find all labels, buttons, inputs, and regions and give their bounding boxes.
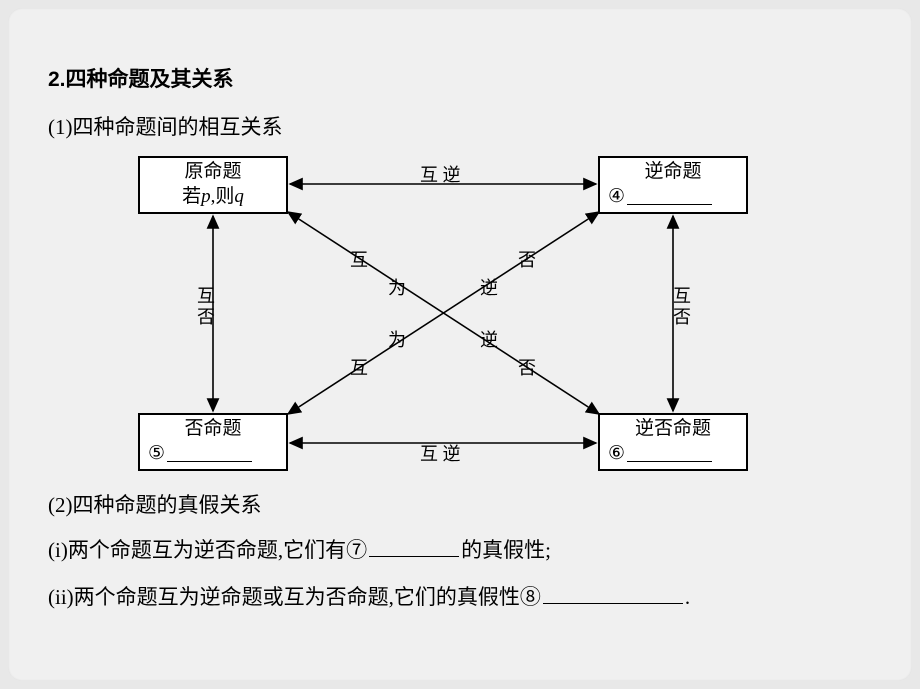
node-contrapositive: 逆否命题 ⑥ [598,413,748,471]
diag1-label-c: 逆 [478,326,500,352]
diag1-label-a: 互 [348,246,370,272]
edge-label-right: 互否 [666,286,696,328]
node-converse: 逆命题 ④ [598,156,748,214]
statement-i: (i)两个命题互为逆否命题,它们有⑦的真假性; [48,534,872,568]
node-inverse: 否命题 ⑤ [138,413,288,471]
diag1-label-d: 否 [516,354,538,380]
blank-5 [167,446,252,462]
blank-8 [543,584,683,604]
subsection-2-heading: (2)四种命题的真假关系 [48,489,872,519]
edge-label-left: 互否 [190,286,220,328]
node-converse-line1: 逆命题 [644,160,701,185]
blank-6 [627,446,712,462]
subsection-1-heading: (1)四种命题间的相互关系 [48,111,872,141]
diag2-label-b: 为 [386,326,408,352]
node-inverse-line2: ⑤ [148,442,252,467]
proposition-diagram: 原命题 若p,则q 逆命题 ④ 否命题 ⑤ 逆否命题 ⑥ [138,156,748,471]
diag2-label-c: 逆 [478,274,500,300]
node-original: 原命题 若p,则q [138,156,288,214]
node-converse-line2: ④ [608,185,712,210]
diag2-label-a: 互 [348,354,370,380]
page-container: 2.四种命题及其关系 (1)四种命题间的相互关系 [8,8,912,681]
section-heading: 2.四种命题及其关系 [48,63,872,93]
edge-label-top: 互 逆 [418,161,463,187]
diag2-label-d: 否 [516,246,538,272]
edge-label-bottom: 互 逆 [418,440,463,466]
node-contrapositive-line2: ⑥ [608,442,712,467]
node-contrapositive-line1: 逆否命题 [635,417,711,442]
node-inverse-line1: 否命题 [184,417,241,442]
blank-4 [627,189,712,205]
node-original-line1: 原命题 [184,160,241,185]
statement-ii: (ii)两个命题互为逆命题或互为否命题,它们的真假性⑧. [48,581,872,615]
blank-7 [369,537,459,557]
node-original-line2: 若p,则q [182,185,244,210]
diag1-label-b: 为 [386,274,408,300]
